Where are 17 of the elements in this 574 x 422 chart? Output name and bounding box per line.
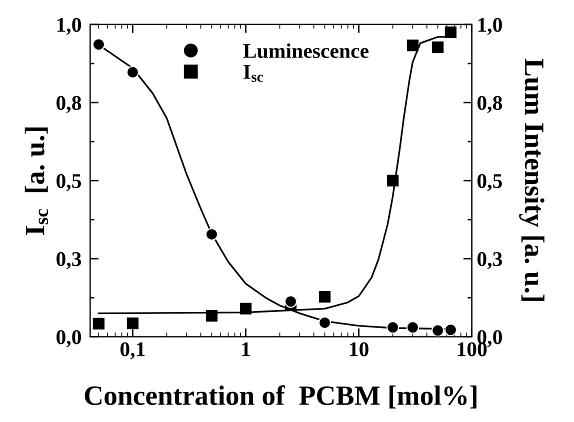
y-tick-label: 0,5 (56, 174, 82, 192)
y2-axis-title: Lum Intensity [a. u.] (519, 58, 544, 301)
x-tick-label: 0,1 (120, 342, 145, 360)
y-axis-title: I$_{sc}$ [a. u.] (24, 128, 48, 235)
y-tick-label: 1,0 (57, 18, 81, 35)
legend-label: I$_{sc}$ (244, 65, 263, 82)
x-tick-label: 1 (242, 342, 250, 356)
y-tick-label: 0,3 (56, 252, 82, 270)
y-tick-label: 0,0 (56, 330, 81, 348)
x-tick-label: 10 (350, 342, 368, 356)
y2-tick-label: 1,0 (478, 18, 502, 35)
y2-tick-label: 0,3 (477, 252, 502, 270)
y-tick-label: 0,8 (56, 96, 82, 113)
y2-tick-label: 0,5 (477, 174, 502, 192)
y2-tick-label: 0,8 (477, 96, 502, 113)
x-axis-title: Concentration of PCBM [mol%] (84, 385, 476, 408)
legend-label: Luminescence (243, 43, 369, 58)
